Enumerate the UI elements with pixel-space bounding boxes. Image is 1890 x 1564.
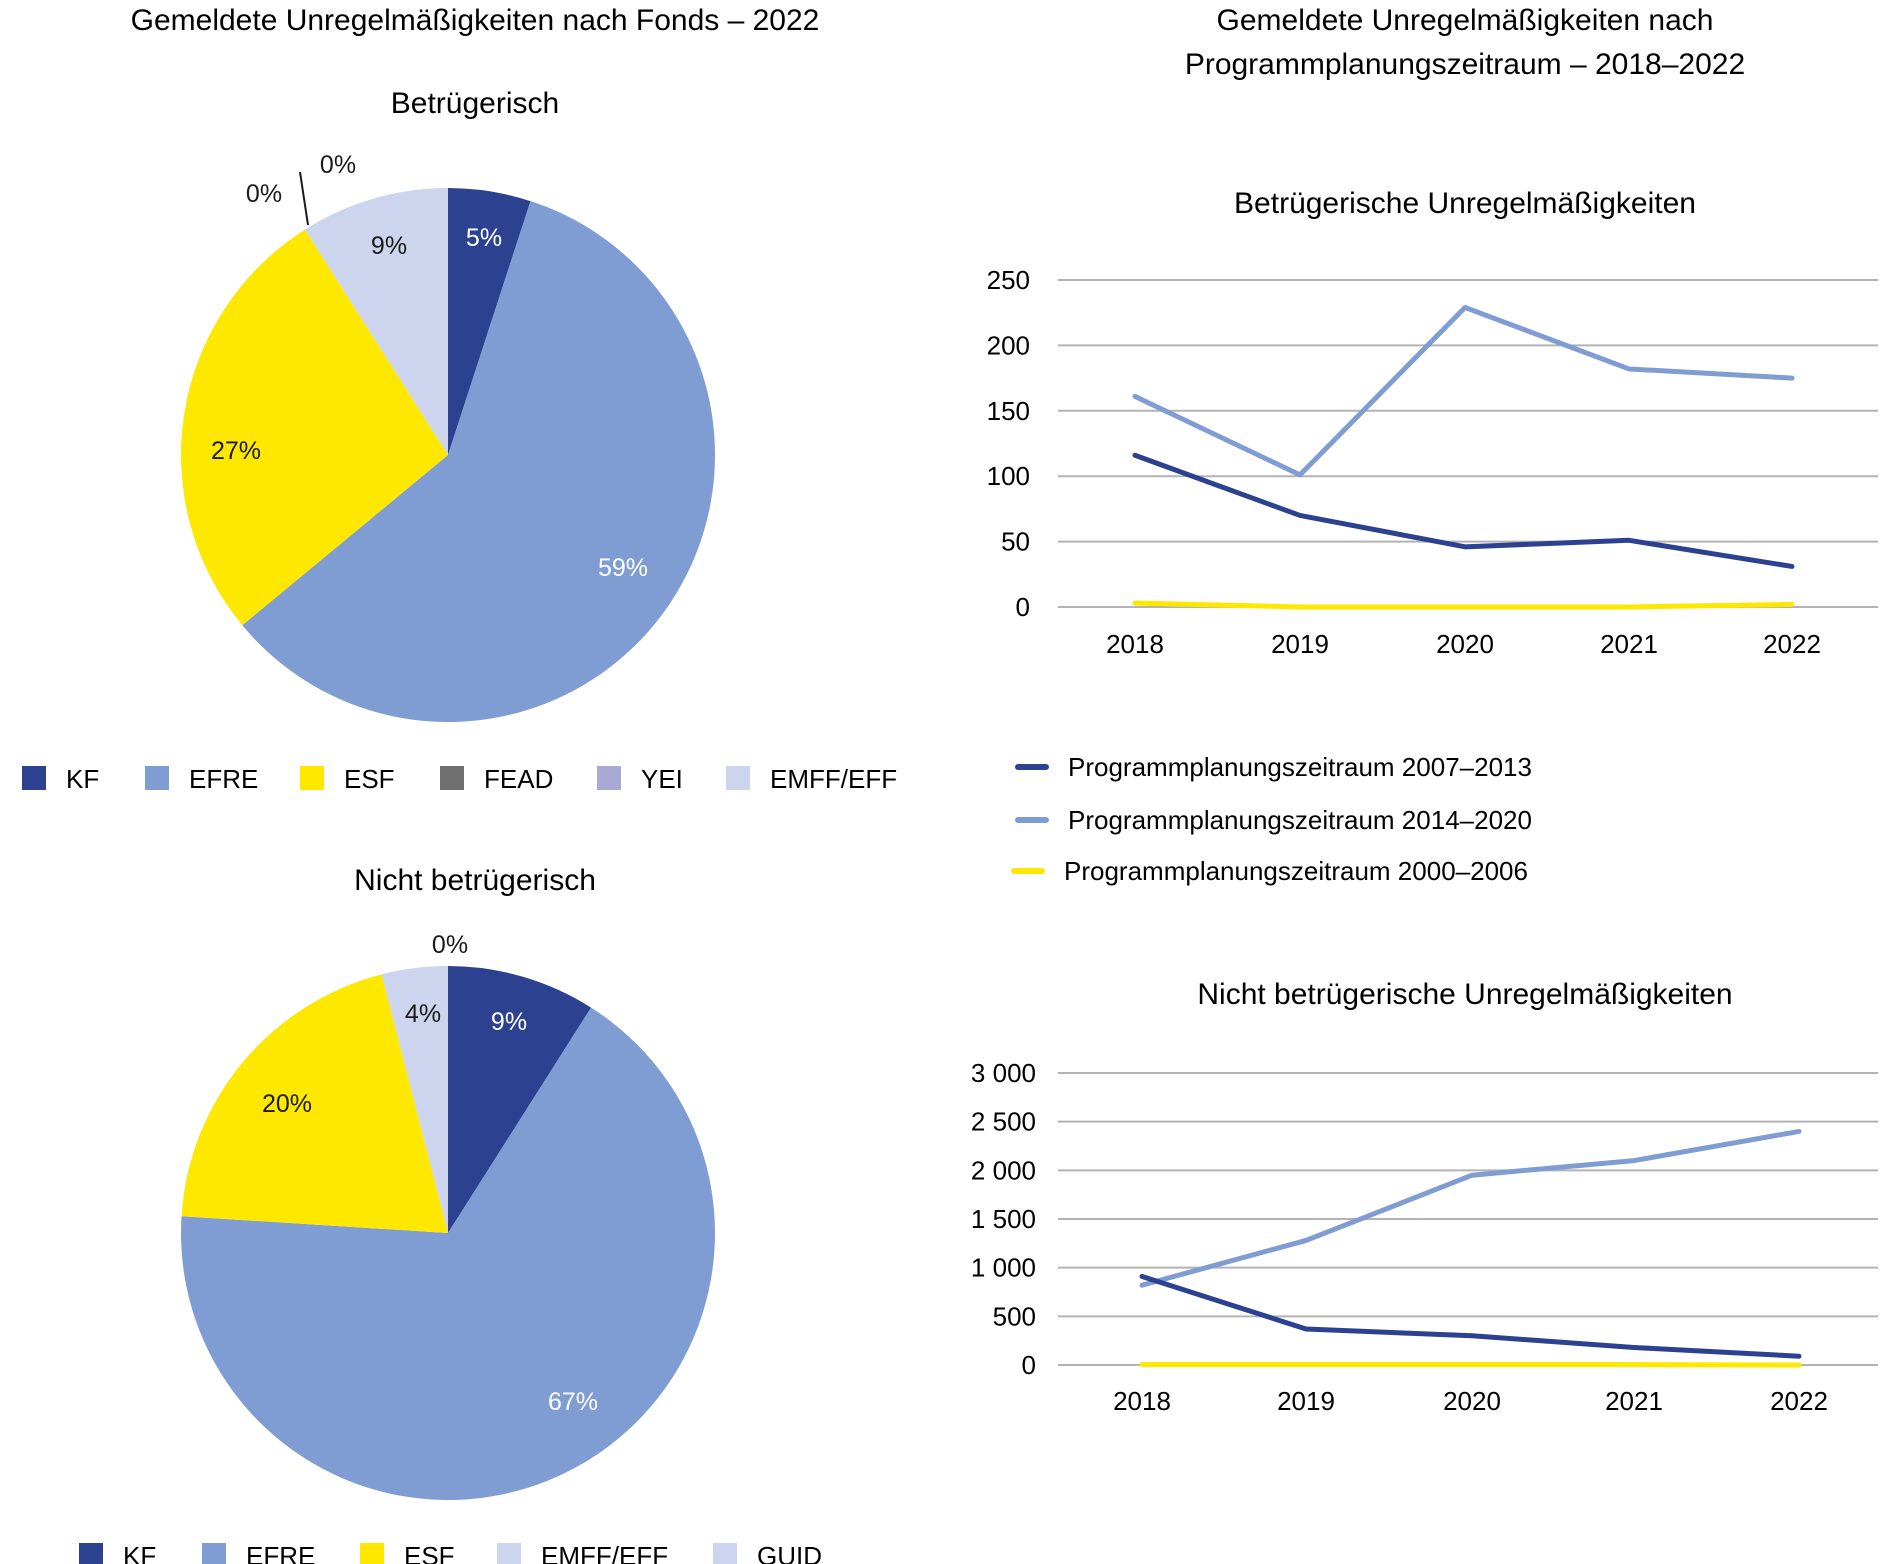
line1-ytick-label: 200 <box>987 330 1030 360</box>
pie2-title: Nicht betrügerisch <box>354 864 596 897</box>
line2-ytick-label: 500 <box>993 1301 1036 1331</box>
pie1-legend-label-emff-eff: EMFF/EFF <box>770 764 897 794</box>
line2-ytick-label: 3 000 <box>971 1058 1036 1088</box>
pie2-label-guid: 4% <box>405 1000 441 1028</box>
line2-xtick-label: 2018 <box>1113 1386 1171 1416</box>
line1-ytick-label: 0 <box>1016 592 1030 622</box>
pie1-legend-label-yei: YEI <box>641 764 683 794</box>
line1-xtick-label: 2018 <box>1106 629 1164 659</box>
line1-ytick-label: 250 <box>987 265 1030 295</box>
line1-series-programmplanungszeitraum-2014-2020 <box>1132 304 1795 478</box>
pie1-legend-swatch-kf <box>22 766 46 790</box>
pie1-zero-leader <box>299 171 309 226</box>
pie1-legend-label-fead: FEAD <box>484 764 553 794</box>
pie2-legend-swatch-guid <box>713 1543 737 1564</box>
pie2-label-emff-eff: 0% <box>432 931 468 959</box>
pie2-legend-swatch-kf <box>79 1543 103 1564</box>
line2-title: Nicht betrügerische Unregelmäßigkeiten <box>1197 978 1732 1011</box>
line1-xtick-label: 2022 <box>1763 629 1821 659</box>
line2-xtick-label: 2022 <box>1770 1386 1828 1416</box>
left-title: Gemeldete Unregelmäßigkeiten nach Fonds … <box>131 4 820 37</box>
pie1-legend-swatch-esf <box>300 766 324 790</box>
pie1-label-efre: 59% <box>598 554 648 582</box>
line-legend-label-programmplanungszeitraum-2007-2013: Programmplanungszeitraum 2007–2013 <box>1068 752 1532 782</box>
pie2-legend-label-esf: ESF <box>404 1541 455 1564</box>
line2-xtick-label: 2019 <box>1277 1386 1335 1416</box>
right-title-line2: Programmplanungszeitraum – 2018–2022 <box>1185 48 1745 81</box>
line1-ytick-label: 50 <box>1001 527 1030 557</box>
line1-series-programmplanungszeitraum-2007-2013 <box>1132 452 1795 569</box>
pie-chart-non-fraudulent: Nicht betrügerisch 9% 67% 20% 0% 4% KF EFRE ES… <box>79 864 822 1564</box>
pie2-legend-label-efre: EFRE <box>246 1541 315 1564</box>
line2-ytick-label: 0 <box>1022 1350 1036 1380</box>
pie1-legend-swatch-efre <box>145 766 169 790</box>
pie2-label-kf: 9% <box>491 1008 527 1036</box>
pie1-legend-label-efre: EFRE <box>189 764 258 794</box>
line2-ytick-label: 2 000 <box>971 1155 1036 1185</box>
pie1-legend-swatch-emff-eff <box>726 766 750 790</box>
pie2-legend-swatch-esf <box>360 1543 384 1564</box>
line1-xtick-label: 2020 <box>1436 629 1494 659</box>
line2-ytick-label: 1 000 <box>971 1253 1036 1283</box>
line-chart-non-fraudulent: Nicht betrügerische Unregelmäßigkeiten 0… <box>971 978 1878 1416</box>
line1-ytick-label: 150 <box>987 396 1030 426</box>
line2-series-programmplanungszeitraum-2014-2020 <box>1139 1128 1802 1288</box>
line-chart-fraudulent: Betrügerische Unregelmäßigkeiten 0 50 100 1… <box>987 187 1878 886</box>
pie1-label-yei: 0% <box>320 151 356 179</box>
pie2-slice-efre <box>181 1007 715 1500</box>
pie1-legend-swatch-yei <box>597 766 621 790</box>
line2-ytick-label: 1 500 <box>971 1204 1036 1234</box>
pie-chart-fraudulent: Betrügerisch 5% 59% 27% 0% 0% 9% KF EFRE ESF FEA… <box>22 87 897 794</box>
pie2-slice-kf <box>448 966 592 1233</box>
line2-ytick-label: 2 500 <box>971 1107 1036 1137</box>
line2-xtick-label: 2021 <box>1605 1386 1663 1416</box>
pie1-label-esf: 27% <box>211 437 261 465</box>
pie1-legend-label-kf: KF <box>66 764 99 794</box>
pie2-slice-esf <box>181 974 449 1233</box>
pie1-slice-kf <box>448 188 531 455</box>
pie2-legend-swatch-efre <box>202 1543 226 1564</box>
pie2-slice-guid <box>381 966 448 1233</box>
pie1-legend-label-esf: ESF <box>344 764 395 794</box>
line2-xtick-label: 2020 <box>1443 1386 1501 1416</box>
pie2-legend-swatch-emff-eff <box>497 1543 521 1564</box>
pie2-legend-label-emff-eff: EMFF/EFF <box>541 1541 668 1564</box>
pie2-legend-label-kf: KF <box>123 1541 156 1564</box>
line1-series-programmplanungszeitraum-2000-2006 <box>1132 600 1795 610</box>
pie2-legend-label-guid: GUID <box>757 1541 822 1564</box>
pie1-label-emff-eff: 9% <box>371 232 407 260</box>
line1-title: Betrügerische Unregelmäßigkeiten <box>1234 187 1696 220</box>
line2-series-programmplanungszeitraum-2007-2013 <box>1139 1273 1802 1359</box>
line-legend-label-programmplanungszeitraum-2000-2006: Programmplanungszeitraum 2000–2006 <box>1064 856 1528 886</box>
pie1-label-kf: 5% <box>466 224 502 252</box>
pie1-slice-efre <box>242 201 716 723</box>
pie1-slice-esf <box>181 229 448 626</box>
line1-xtick-label: 2019 <box>1271 629 1329 659</box>
pie1-label-fead: 0% <box>246 180 282 208</box>
pie2-label-efre: 67% <box>548 1388 598 1416</box>
pie2-label-esf: 20% <box>262 1090 312 1118</box>
pie1-legend-swatch-fead <box>440 766 464 790</box>
line1-xtick-label: 2021 <box>1600 629 1658 659</box>
pie1-slice-emff-eff <box>304 188 448 455</box>
right-title-line1: Gemeldete Unregelmäßigkeiten nach <box>1217 4 1714 37</box>
line1-ytick-label: 100 <box>987 461 1030 491</box>
line-legend-label-programmplanungszeitraum-2014-2020: Programmplanungszeitraum 2014–2020 <box>1068 805 1532 835</box>
pie1-title: Betrügerisch <box>391 87 559 120</box>
